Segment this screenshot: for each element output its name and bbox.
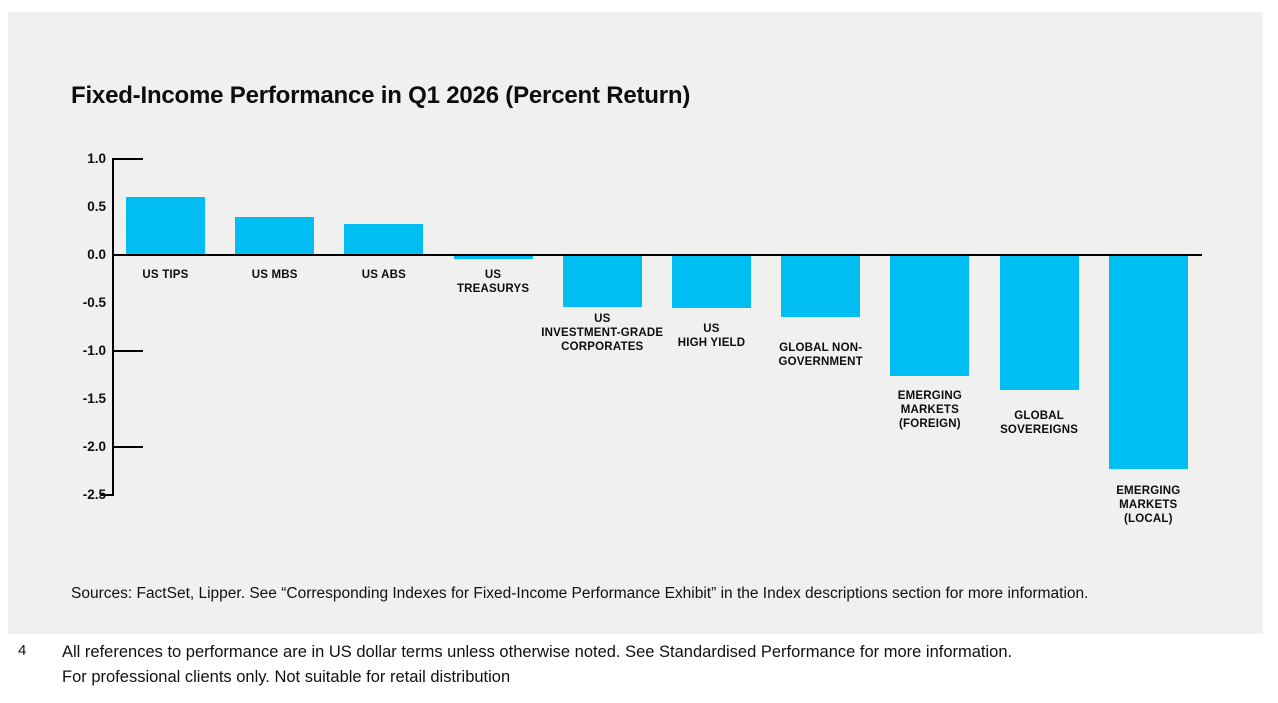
category-label: GLOBAL NON- GOVERNMENT	[741, 341, 901, 369]
category-label: US MBS	[195, 268, 355, 282]
category-label-line: INVESTMENT-GRADE	[541, 327, 664, 339]
y-major-tick	[114, 350, 143, 352]
category-label-line: (LOCAL)	[1123, 513, 1173, 525]
y-axis-line	[112, 158, 114, 496]
bar-emerging-markets-local-	[1108, 256, 1188, 470]
footnote-text: All references to performance are in US …	[62, 640, 1212, 690]
category-label-line: GLOBAL NON-	[779, 342, 863, 354]
category-label: US HIGH YIELD	[632, 322, 792, 350]
bar-us-treasurys	[453, 256, 533, 259]
category-label-line: TREASURYS	[456, 283, 530, 295]
y-tick-label: 0.5	[87, 199, 106, 214]
category-label-line: SOVEREIGNS	[1000, 424, 1079, 436]
bar-us-abs	[344, 224, 424, 254]
y-major-tick	[114, 446, 143, 448]
bar-global-sovereigns	[999, 256, 1079, 391]
y-axis-end-tick	[100, 494, 112, 496]
y-tick-label: -2.5	[82, 487, 106, 502]
category-label-line: GOVERNMENT	[778, 356, 863, 368]
chart-title: Fixed-Income Performance in Q1 2026 (Per…	[71, 82, 691, 109]
chart-panel: Fixed-Income Performance in Q1 2026 (Per…	[8, 12, 1263, 634]
y-tick-label: -1.5	[82, 391, 106, 406]
category-label-line: US MBS	[251, 269, 298, 281]
bar-global-non-government	[781, 256, 861, 318]
zero-baseline	[112, 254, 1202, 256]
category-label: US ABS	[304, 268, 464, 282]
category-label-line: MARKETS	[1119, 499, 1178, 511]
category-label-line: (FOREIGN)	[898, 418, 961, 430]
category-label-line: CORPORATES	[561, 341, 644, 353]
category-label-line: EMERGING	[897, 390, 962, 402]
category-label: US INVESTMENT-GRADE CORPORATES	[522, 312, 682, 354]
y-tick-label: 1.0	[87, 151, 106, 166]
footnote-number: 4	[18, 642, 27, 659]
y-tick-label: -0.5	[82, 295, 106, 310]
footnote-line-1: All references to performance are in US …	[62, 643, 1013, 661]
y-tick-label: -1.0	[82, 343, 106, 358]
category-label-line: GLOBAL	[1014, 410, 1064, 422]
category-label: US TREASURYS	[413, 268, 573, 296]
category-label: US TIPS	[86, 268, 246, 282]
source-note: Sources: FactSet, Lipper. See “Correspon…	[71, 585, 1089, 602]
footnote-line-2: For professional clients only. Not suita…	[62, 668, 511, 686]
category-label-line: US	[703, 323, 720, 335]
category-label-line: US TIPS	[142, 269, 189, 281]
category-label: EMERGING MARKETS (FOREIGN)	[850, 389, 1010, 431]
y-major-tick	[114, 158, 143, 160]
category-label: GLOBAL SOVEREIGNS	[959, 409, 1119, 437]
category-label-line: US	[594, 313, 611, 325]
bar-us-high-yield	[672, 256, 751, 308]
bar-emerging-markets-foreign-	[890, 256, 970, 376]
bar-us-investment-grade-corporates	[562, 256, 642, 307]
category-label-line: US	[484, 269, 502, 281]
category-label-line: MARKETS	[900, 404, 960, 416]
y-tick-label: 0.0	[87, 247, 106, 262]
category-label-line: HIGH YIELD	[677, 337, 746, 349]
category-label-line: US ABS	[361, 269, 406, 281]
category-label-line: EMERGING	[1116, 485, 1181, 497]
bar-us-mbs	[235, 216, 315, 254]
category-label: EMERGING MARKETS (LOCAL)	[1068, 484, 1228, 526]
y-tick-label: -2.0	[82, 439, 106, 454]
bar-us-tips	[126, 197, 205, 254]
